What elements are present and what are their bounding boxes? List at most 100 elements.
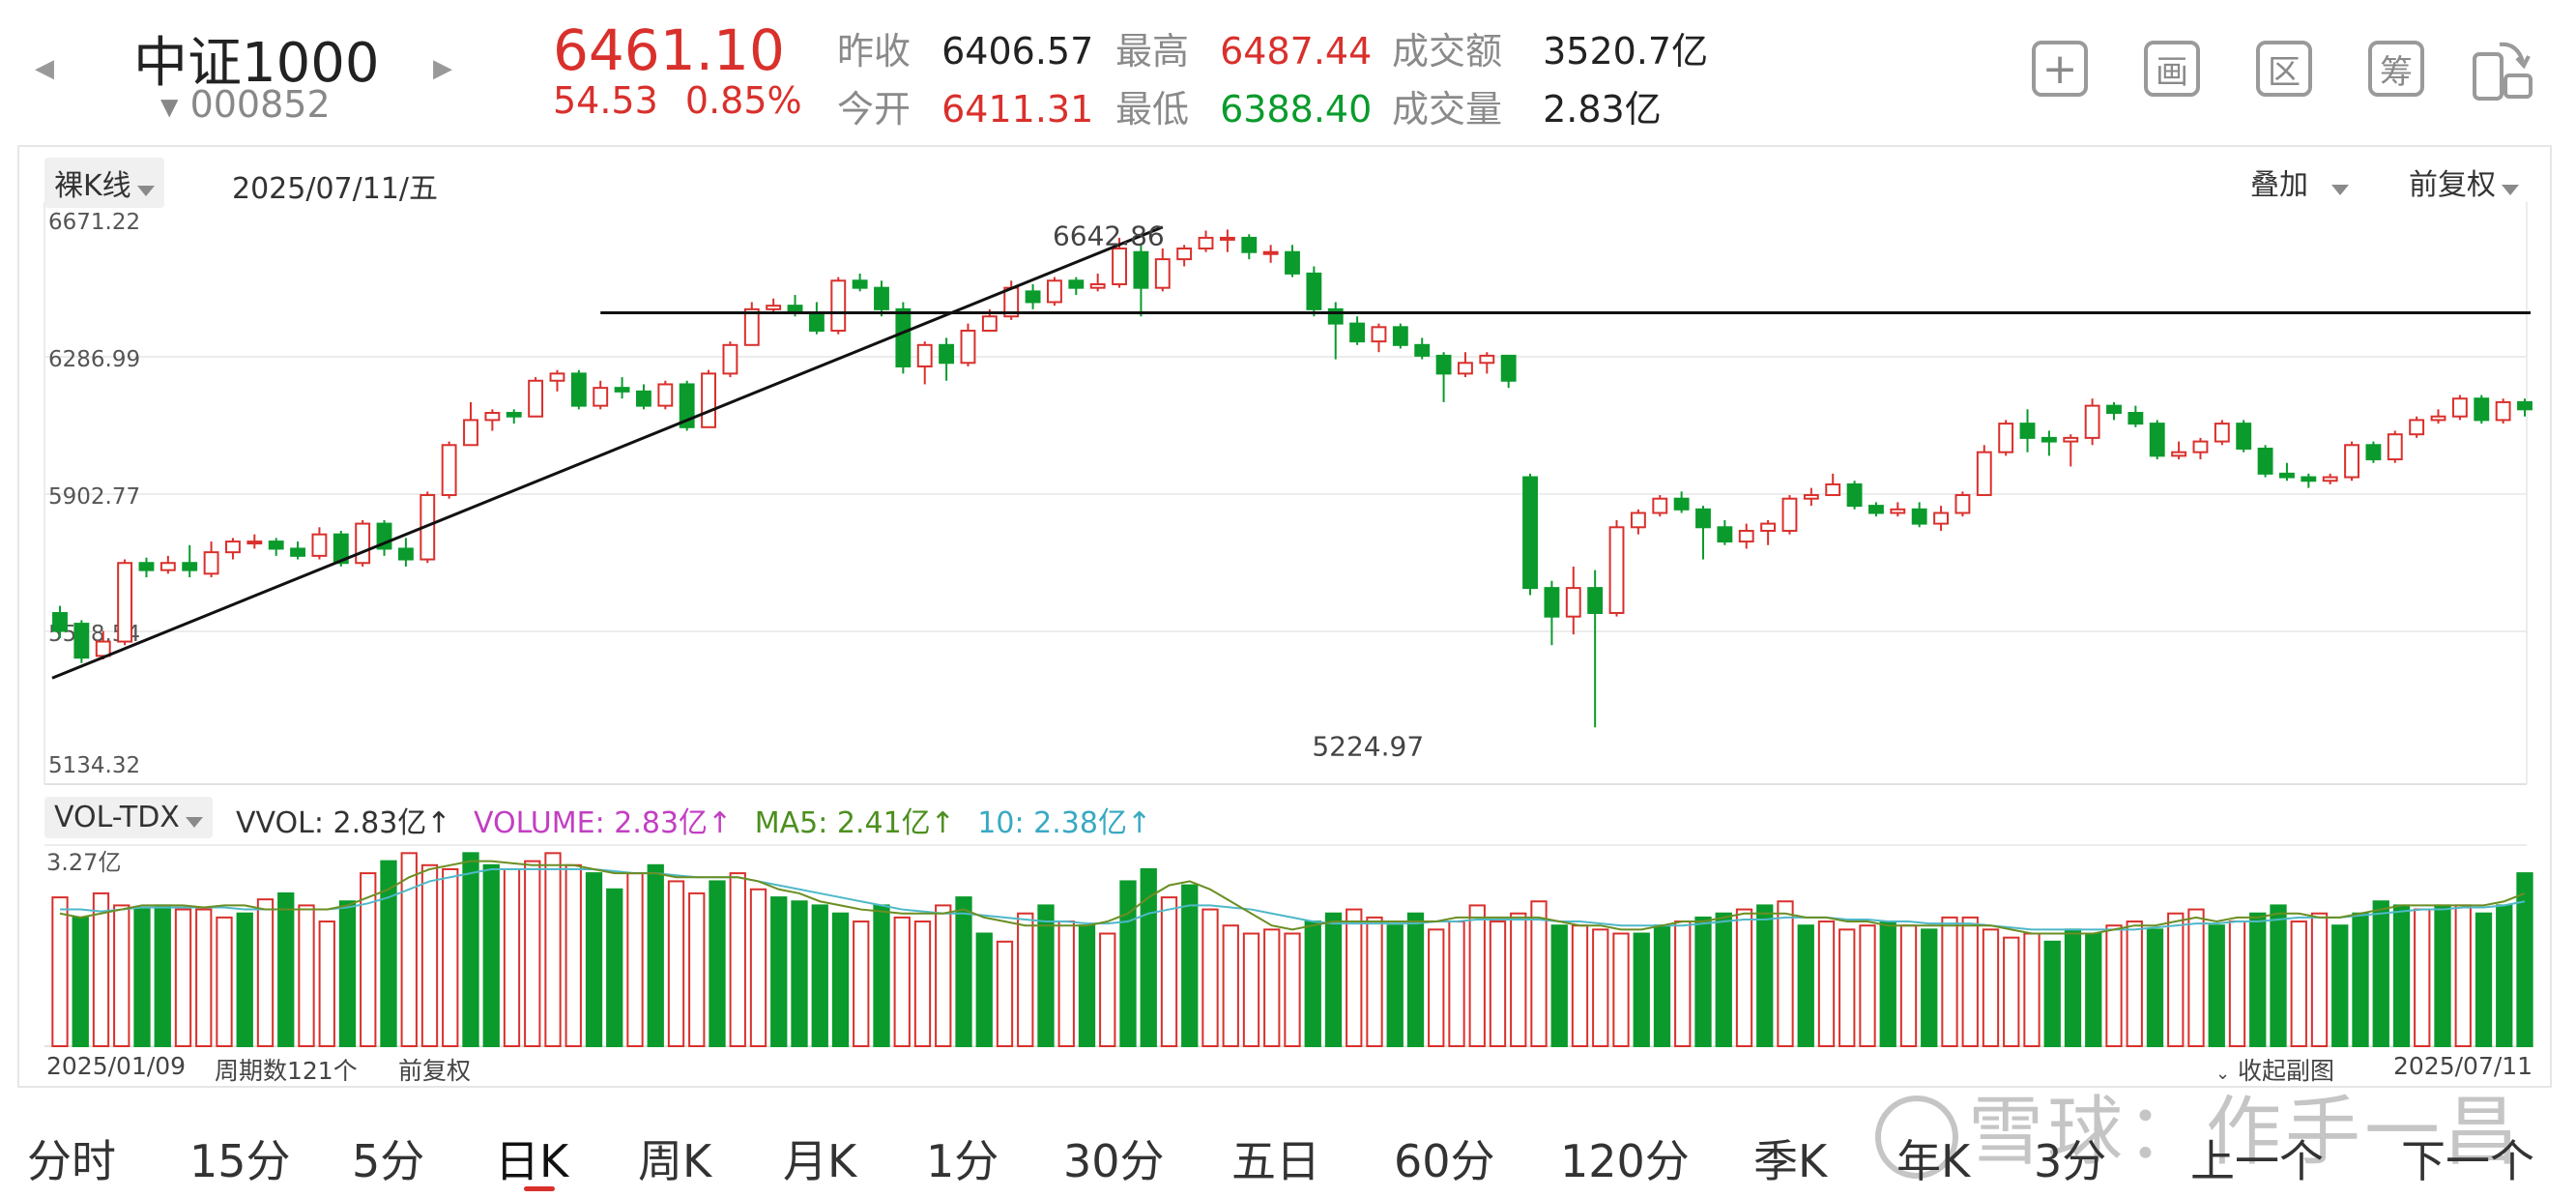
candle-body (528, 379, 544, 418)
candle-body (593, 387, 609, 407)
tab-2[interactable]: 5分 (352, 1135, 425, 1187)
tab-0[interactable]: 分时 (27, 1135, 116, 1187)
candle-body (225, 541, 241, 554)
candle-body (2063, 436, 2079, 443)
tab-11[interactable]: 季K (1753, 1135, 1828, 1187)
rotate-screen-icon[interactable] (2471, 37, 2534, 102)
volume-value: VOLUME: 2.83亿↑ (473, 806, 733, 840)
volume-bar (1140, 867, 1157, 1048)
volume-bar (1817, 920, 1836, 1047)
prev-index-arrow[interactable]: ◀ (35, 54, 54, 83)
tab-1[interactable]: 15分 (189, 1135, 291, 1187)
tab-13[interactable]: 3分 (2034, 1135, 2107, 1187)
volume-bar (1366, 916, 1383, 1047)
candle-body (701, 372, 716, 428)
volume-bar (1304, 920, 1321, 1047)
tab-14[interactable]: 上一个 (2190, 1135, 2324, 1187)
candle-body (852, 279, 868, 289)
chip-icon[interactable]: 筹 (2368, 41, 2424, 97)
candle-body (268, 541, 284, 550)
candle-body (1435, 354, 1452, 375)
volume-bar (400, 852, 418, 1047)
candle-body (1068, 279, 1085, 289)
volume-ma5-line (59, 860, 2526, 935)
tab-4[interactable]: 周K (638, 1135, 712, 1187)
index-code-label: 000852 (189, 83, 331, 126)
volume-bar (92, 891, 110, 1047)
price-annotation: 6642.86 (1053, 219, 1165, 251)
tab-8[interactable]: 五日 (1231, 1135, 1320, 1187)
ma10-value: 10: 2.38亿↑ (977, 806, 1152, 840)
collapse-chevron-icon: ⌄ (2215, 1064, 2231, 1084)
volume-bar (2085, 932, 2102, 1048)
candle-body (1089, 282, 1106, 289)
vvol-value: VVOL: 2.83亿↑ (236, 806, 451, 840)
candle-body (2344, 444, 2359, 479)
volume-bar (749, 888, 767, 1048)
volume-bar (564, 863, 582, 1047)
candle-body (2149, 423, 2165, 457)
volume-bar (2516, 872, 2533, 1047)
candle-body (2409, 419, 2425, 436)
uptrend-line (51, 225, 1164, 680)
volume-bar (503, 867, 521, 1048)
volume-bar (1468, 904, 1486, 1048)
volume-bar (770, 896, 788, 1048)
candle-body (549, 372, 565, 382)
tab-10[interactable]: 120分 (1560, 1135, 1690, 1187)
volume-bar (1242, 932, 1260, 1048)
index-code[interactable]: ▼ 000852 (160, 83, 331, 126)
stat-low: 最低 6388.40 (1115, 79, 1372, 132)
volume-bar (1160, 896, 1178, 1048)
volume-bar (482, 863, 500, 1047)
tab-7[interactable]: 30分 (1063, 1135, 1165, 1187)
candle-body (570, 372, 587, 407)
volume-bar (1530, 900, 1548, 1047)
plus-icon[interactable]: + (2032, 41, 2088, 97)
volume-indicator-dropdown[interactable]: VOL-TDX (44, 797, 213, 838)
volume-bar (791, 900, 808, 1047)
change-pct: 0.85% (684, 79, 802, 122)
volume-bar (1386, 924, 1404, 1048)
tab-9[interactable]: 60分 (1394, 1135, 1495, 1187)
volume-bar (2187, 908, 2205, 1047)
candle-body (73, 623, 90, 659)
caret-down-icon (2331, 185, 2349, 195)
volume-bar (1428, 928, 1445, 1047)
candle-body (246, 541, 263, 545)
candle-body (766, 305, 782, 310)
candle-body (1717, 526, 1733, 543)
volume-bar (195, 908, 213, 1047)
range-icon[interactable]: 区 (2256, 41, 2312, 97)
tab-6[interactable]: 1分 (926, 1135, 999, 1187)
price-annotation: 5224.97 (1312, 730, 1424, 762)
draw-icon[interactable]: 画 (2144, 41, 2200, 97)
tab-5[interactable]: 月K (783, 1135, 857, 1187)
volume-bar (975, 932, 993, 1048)
volume-bar (1961, 916, 1979, 1047)
tab-12[interactable]: 年K (1896, 1135, 1971, 1187)
volume-bar (420, 863, 439, 1047)
chart-panel (17, 145, 2552, 1088)
overlay-label: 叠加 (2250, 168, 2308, 202)
candle-body (1976, 451, 1992, 497)
kline-mode-dropdown[interactable]: 裸K线 (44, 158, 164, 208)
next-index-arrow[interactable]: ▶ (433, 54, 452, 83)
collapse-subchart-button[interactable]: ⌄ 收起副图 (2215, 1052, 2334, 1087)
index-name: 中证1000 (133, 32, 380, 95)
volume-bar (1797, 924, 1814, 1048)
collapse-label: 收起副图 (2238, 1057, 2335, 1085)
adjust-dropdown[interactable]: 前复权 (2409, 161, 2519, 203)
tab-15[interactable]: 下一个 (2401, 1135, 2534, 1187)
tab-3[interactable]: 日K (495, 1126, 568, 1191)
candle-body (1933, 511, 1949, 525)
overlay-dropdown[interactable]: 叠加 (2250, 161, 2349, 203)
stat-label: 成交量 (1392, 88, 1503, 131)
candle-body (1371, 326, 1387, 343)
volume-bar (51, 896, 69, 1048)
volume-bar (729, 872, 746, 1047)
volume-bar (1017, 912, 1034, 1047)
candle-body (1803, 494, 1819, 500)
price-axis-label: 5134.32 (48, 753, 140, 778)
